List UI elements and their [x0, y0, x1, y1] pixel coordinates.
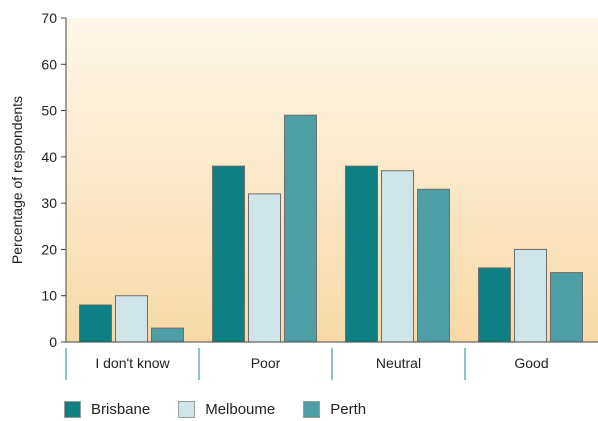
legend-swatch-melboume — [178, 401, 196, 418]
y-tick-label: 50 — [41, 103, 57, 119]
y-tick-label: 30 — [41, 195, 57, 211]
bar-brisbane-2 — [345, 165, 378, 343]
x-category-label: Neutral — [376, 355, 421, 371]
legend: Brisbane Melboume Perth — [64, 401, 394, 418]
x-category-label: Good — [514, 355, 548, 371]
bar-melboume-1 — [248, 193, 281, 343]
x-category-label: I don't know — [95, 355, 170, 371]
bar-perth-3 — [550, 272, 583, 343]
x-category-label: Poor — [251, 355, 281, 371]
bar-melboume-3 — [514, 248, 547, 343]
bar-melboume-2 — [381, 170, 414, 343]
bars — [79, 114, 583, 343]
bar-perth-2 — [417, 188, 450, 343]
legend-swatch-perth — [303, 401, 321, 418]
y-tick-label: 20 — [41, 241, 57, 257]
x-axis-categories: I don't know Poor Neutral Good — [65, 348, 549, 380]
legend-label-perth: Perth — [330, 401, 367, 418]
bar-brisbane-0 — [79, 304, 112, 343]
y-tick-label: 40 — [41, 149, 57, 165]
y-tick-label: 70 — [41, 10, 57, 26]
y-tick-label: 10 — [41, 288, 57, 304]
bar-brisbane-1 — [212, 165, 245, 343]
y-tick-label: 60 — [41, 56, 57, 72]
legend-label-melboume: Melboume — [205, 401, 276, 418]
legend-item-perth: Perth — [303, 401, 366, 418]
legend-item-brisbane: Brisbane — [64, 401, 150, 418]
bar-perth-0 — [151, 327, 184, 343]
legend-swatch-brisbane — [64, 401, 81, 418]
bar-melboume-0 — [115, 295, 148, 343]
legend-label-brisbane: Brisbane — [91, 401, 151, 418]
legend-item-melboume: Melboume — [178, 401, 275, 418]
y-axis-label: Percentage of respondents — [9, 96, 25, 264]
y-tick-label: 0 — [49, 334, 57, 350]
bar-perth-1 — [284, 114, 317, 343]
bar-brisbane-3 — [478, 267, 511, 343]
y-axis-ticks: 0 10 20 30 40 50 60 70 — [41, 10, 66, 350]
